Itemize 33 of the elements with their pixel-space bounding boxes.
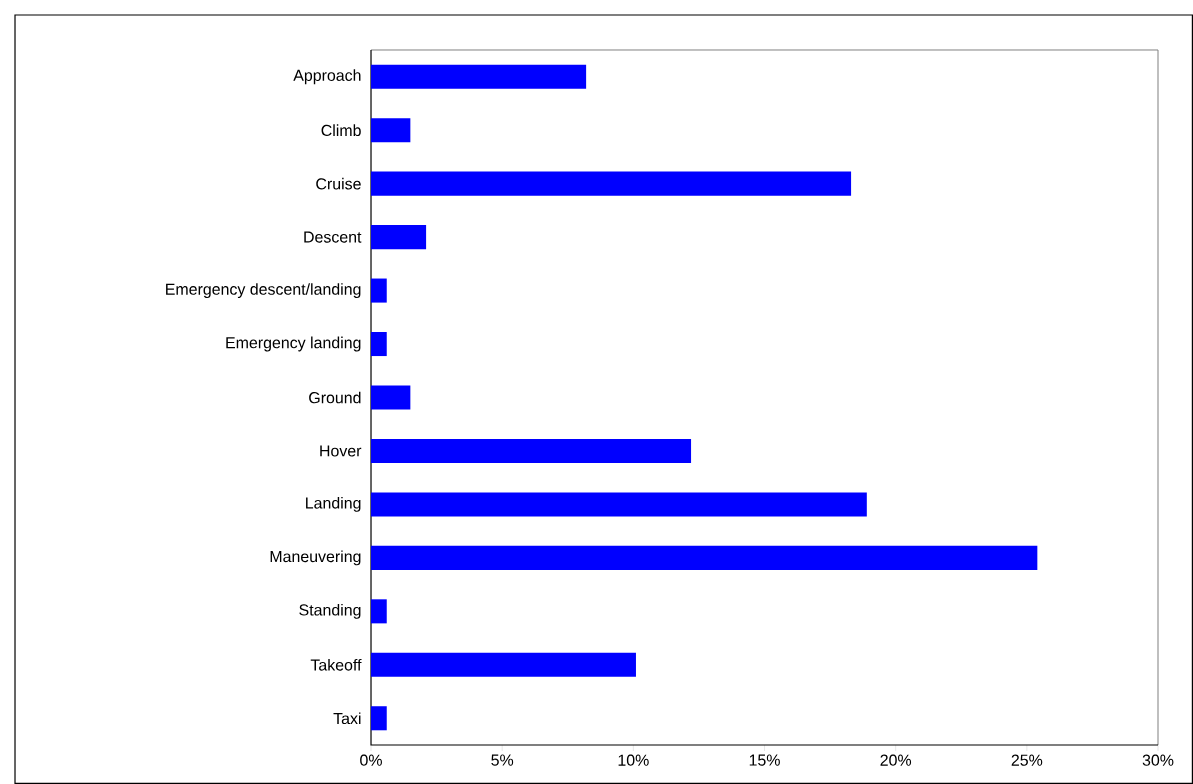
bar [371,545,1038,570]
x-tick-label: 15% [749,754,780,766]
x-tick-label: 0% [360,754,382,766]
y-tick-label: Hover [320,445,362,457]
bar [371,652,636,677]
bar [371,492,867,517]
x-tick-label: 20% [880,754,912,766]
bar [371,225,427,250]
bar [371,278,387,303]
x-tick-label: 10% [618,754,649,766]
y-tick-label: Taxi [333,712,361,725]
y-tick-label: Maneuvering [270,550,361,566]
y-tick-label: Landing [306,496,361,512]
bar [371,706,387,731]
y-tick-label: Descent [304,231,362,243]
x-tick-label: 25% [1011,754,1043,766]
bar [371,438,692,463]
bar [371,599,387,624]
y-tick-label: Climb [321,124,361,137]
bar [371,385,411,410]
y-tick-label: Cruise [316,177,361,190]
y-tick-label: Standing [299,603,361,619]
bar [371,171,852,196]
x-tick-label: 5% [491,754,514,766]
y-tick-label: Emergency descent/landing [166,283,361,298]
y-tick-label: Takeoff [310,658,362,671]
bar [371,332,387,357]
y-tick-label: Approach [293,69,361,85]
x-tick-label: 30% [1142,754,1174,766]
y-tick-label: Ground [309,391,361,404]
bar [371,118,411,143]
bar [371,64,587,89]
y-tick-label: Emergency landing [226,336,361,352]
